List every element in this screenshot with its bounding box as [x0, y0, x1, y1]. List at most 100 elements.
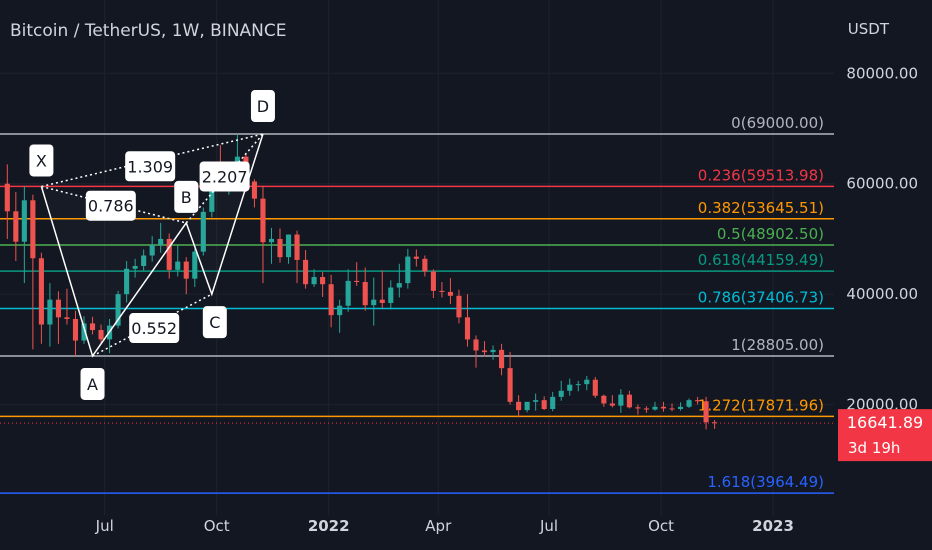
- x-tick-label: Jul: [95, 517, 114, 535]
- pattern-ratio-badge-text: 0.552: [131, 319, 177, 338]
- chart-title: Bitcoin / TetherUS, 1W, BINANCE: [10, 21, 287, 41]
- candle-body: [345, 280, 351, 306]
- pattern-point-x-text: X: [36, 151, 47, 170]
- candle-body: [124, 268, 130, 295]
- candle-body: [320, 277, 326, 285]
- fib-level-label: 0.382(53645.51): [698, 199, 824, 217]
- candle-body: [166, 238, 172, 270]
- pattern-point-c-text: C: [209, 313, 220, 332]
- pattern-point-x: X: [29, 144, 54, 177]
- candle-body: [268, 238, 275, 243]
- candle-body: [712, 422, 718, 424]
- candle-body: [141, 255, 147, 266]
- candle-body: [635, 407, 641, 409]
- pattern-point-d-box: [250, 90, 275, 123]
- candle-body: [584, 379, 590, 385]
- candle-body: [362, 282, 368, 306]
- candle-body: [4, 183, 10, 212]
- candle-body: [47, 299, 53, 325]
- candle-body: [388, 287, 394, 303]
- candle-body: [626, 394, 632, 408]
- y-tick-label: 20000.00: [846, 396, 918, 414]
- pattern-ratio-badge-box: [129, 313, 180, 344]
- fib-level-label: 0.618(44159.49): [698, 251, 824, 269]
- y-tick-label: 80000.00: [846, 64, 918, 82]
- candle-body: [379, 299, 385, 303]
- pattern-ratio-badge-box: [125, 151, 176, 182]
- fib-level-label: 1(28805.00): [731, 336, 824, 354]
- candle-body: [686, 400, 692, 407]
- pattern-point-a-box: [80, 367, 105, 400]
- candle-body: [396, 283, 402, 288]
- candle-body: [447, 291, 453, 296]
- candle-body: [303, 259, 309, 285]
- candle-body: [200, 211, 206, 252]
- candle-body: [592, 379, 598, 396]
- candle-body: [277, 238, 283, 258]
- candle-body: [89, 323, 96, 331]
- pattern-point-d: D: [250, 90, 275, 123]
- current-price-countdown: 3d 19h: [848, 439, 900, 457]
- candle-body: [149, 245, 155, 256]
- pattern-ratio-badge-box: [85, 190, 136, 221]
- pattern-ratio-badge-text: 1.309: [127, 157, 173, 176]
- pattern-ratio-badge-text: 2.207: [202, 167, 248, 186]
- pattern-point-b-box: [174, 180, 199, 213]
- candle-body: [464, 317, 471, 340]
- candle-body: [209, 175, 215, 212]
- candle-body: [158, 238, 164, 246]
- candle-body: [413, 256, 419, 259]
- candle-body: [64, 317, 70, 319]
- current-price-value: 16641.89: [847, 413, 923, 432]
- candle-body: [652, 406, 658, 410]
- x-tick-label: Apr: [425, 517, 452, 535]
- candle-body: [490, 349, 496, 353]
- fib-level-label: 0.236(59513.98): [698, 166, 824, 184]
- x-tick-label: 2023: [752, 517, 794, 535]
- pattern-point-a: A: [80, 367, 105, 400]
- candle-body: [175, 261, 181, 270]
- x-tick-label: Jul: [539, 517, 558, 535]
- fib-level-label: 0.786(37406.73): [698, 288, 824, 306]
- pattern-point-x-box: [29, 144, 54, 177]
- candle-body: [618, 394, 624, 406]
- candle-body: [81, 323, 87, 341]
- candle-body: [516, 401, 522, 411]
- pattern-point-d-text: D: [257, 97, 269, 116]
- candle-body: [30, 200, 36, 259]
- candle-body: [405, 256, 411, 284]
- pattern-ratio-badge: 2.207: [199, 161, 250, 192]
- candle-body: [660, 406, 667, 409]
- candle-body: [439, 290, 445, 292]
- pattern-ratio-badge-box: [199, 161, 250, 192]
- pattern-point-c: C: [202, 306, 227, 339]
- fib-level-label: 1.272(17871.96): [698, 396, 824, 414]
- pattern-ratio-badge: 0.786: [85, 190, 136, 221]
- candle-body: [609, 403, 615, 406]
- candle-body: [550, 396, 556, 409]
- pattern-point-b: B: [174, 180, 199, 213]
- currency-label: USDT: [847, 20, 889, 38]
- candle-body: [533, 400, 539, 402]
- pattern-ratio-line: [92, 293, 213, 357]
- candle-body: [13, 211, 19, 242]
- candle-body: [643, 408, 649, 410]
- candle-body: [55, 299, 61, 318]
- pattern-ratio-badge: 0.552: [129, 313, 180, 344]
- candle-body: [251, 181, 257, 199]
- current-price-tag: 16641.89 3d 19h: [838, 409, 932, 462]
- candle-body: [499, 349, 505, 369]
- fib-level-label: 1.618(3964.49): [707, 473, 824, 491]
- candle-body: [695, 400, 701, 402]
- candle-body: [294, 234, 300, 260]
- candle-body: [601, 395, 607, 404]
- candle-body: [567, 384, 573, 391]
- fib-level-label: 0(69000.00): [731, 114, 824, 132]
- candle-body: [354, 280, 360, 283]
- candle-body: [524, 401, 530, 411]
- x-tick-label: 2022: [308, 517, 350, 535]
- candle-body: [285, 234, 292, 258]
- candle-body: [328, 284, 334, 316]
